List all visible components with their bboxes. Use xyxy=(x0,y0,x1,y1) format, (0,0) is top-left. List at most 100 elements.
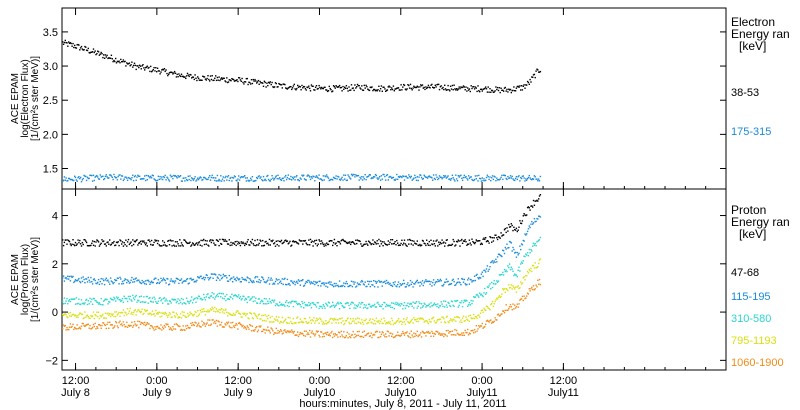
electron-data-point xyxy=(472,86,474,88)
electron-data-point xyxy=(248,180,250,182)
proton-data-point xyxy=(165,323,167,325)
proton-data-point xyxy=(481,294,483,297)
proton-data-point xyxy=(232,298,234,300)
proton-data-point xyxy=(305,304,307,307)
proton-data-point xyxy=(189,300,191,303)
electron-data-point xyxy=(511,89,513,92)
proton-data-point xyxy=(191,322,194,324)
electron-y-tick-label: 2.0 xyxy=(43,129,58,141)
proton-data-point xyxy=(367,244,369,246)
proton-data-point xyxy=(488,242,490,244)
proton-data-point xyxy=(91,298,93,300)
electron-data-point xyxy=(403,175,405,178)
proton-data-point xyxy=(144,301,146,304)
electron-data-point xyxy=(496,177,498,179)
proton-data-point xyxy=(154,326,156,328)
proton-data-point xyxy=(262,278,265,281)
proton-data-point xyxy=(68,275,71,278)
proton-data-point xyxy=(378,303,380,306)
proton-data-point xyxy=(334,285,336,287)
proton-data-point xyxy=(102,313,104,316)
electron-data-point xyxy=(513,86,515,88)
proton-data-point xyxy=(361,279,363,282)
proton-data-point xyxy=(244,297,247,300)
electron-data-point xyxy=(326,174,328,176)
proton-data-point xyxy=(168,311,171,314)
proton-data-point xyxy=(307,305,309,307)
electron-data-point xyxy=(393,90,395,92)
proton-data-point xyxy=(301,300,303,303)
proton-data-point xyxy=(182,280,184,283)
proton-data-point xyxy=(377,321,379,323)
proton-data-point xyxy=(80,325,83,327)
proton-data-point xyxy=(318,334,320,337)
electron-y-axis-label: log(Electron Flux) xyxy=(20,59,31,137)
electron-series-38-53 xyxy=(62,39,542,94)
electron-data-point xyxy=(338,85,340,88)
proton-data-point xyxy=(160,312,162,314)
electron-data-point xyxy=(121,175,124,177)
proton-data-point xyxy=(350,322,353,325)
proton-data-point xyxy=(438,318,440,321)
proton-data-point xyxy=(270,240,272,242)
proton-data-point xyxy=(194,297,196,299)
electron-data-point xyxy=(524,87,526,89)
electron-data-point xyxy=(497,179,500,181)
electron-data-point xyxy=(85,49,88,51)
proton-data-point xyxy=(383,301,385,304)
proton-data-point xyxy=(156,242,159,245)
proton-data-point xyxy=(158,297,160,299)
proton-data-point xyxy=(128,298,131,300)
electron-data-point xyxy=(293,83,295,86)
proton-data-point xyxy=(379,335,382,338)
electron-data-point xyxy=(267,81,270,84)
proton-data-point xyxy=(381,322,383,325)
electron-data-point xyxy=(63,41,66,44)
proton-data-point xyxy=(166,324,168,326)
electron-data-point xyxy=(378,177,380,179)
proton-data-point xyxy=(162,302,164,304)
electron-data-point xyxy=(187,175,189,177)
proton-data-point xyxy=(390,239,392,241)
proton-data-point xyxy=(162,328,165,330)
proton-y-tick-label: 0 xyxy=(52,307,58,319)
proton-data-point xyxy=(199,275,201,278)
proton-data-point xyxy=(103,322,105,324)
electron-data-point xyxy=(157,70,160,72)
proton-data-point xyxy=(229,278,231,281)
proton-data-point xyxy=(261,330,263,333)
proton-data-point xyxy=(514,228,516,231)
proton-data-point xyxy=(300,321,302,323)
proton-data-point xyxy=(132,313,134,316)
proton-data-point xyxy=(182,245,184,247)
electron-data-point xyxy=(475,87,477,89)
proton-data-point xyxy=(315,239,318,241)
proton-data-point xyxy=(531,286,533,289)
proton-data-point xyxy=(199,326,201,328)
proton-data-point xyxy=(444,322,447,324)
electron-data-point xyxy=(490,180,492,182)
electron-data-point xyxy=(241,176,243,178)
proton-data-point xyxy=(474,296,477,298)
proton-data-point xyxy=(530,288,532,290)
electron-data-point xyxy=(512,178,514,180)
proton-data-point xyxy=(246,325,248,327)
proton-data-point xyxy=(425,320,427,322)
proton-data-point xyxy=(499,296,501,299)
proton-data-point xyxy=(133,321,136,323)
proton-data-point xyxy=(520,298,523,300)
proton-data-point xyxy=(450,282,453,285)
proton-data-point xyxy=(97,278,100,281)
proton-data-point xyxy=(536,286,538,288)
proton-data-point xyxy=(290,302,292,304)
proton-data-point xyxy=(93,317,95,320)
proton-data-point xyxy=(509,287,512,289)
proton-data-point xyxy=(461,300,463,302)
proton-data-point xyxy=(201,308,203,310)
electron-data-point xyxy=(393,179,395,181)
proton-data-point xyxy=(68,240,71,243)
proton-data-point xyxy=(346,331,348,334)
proton-data-point xyxy=(331,330,333,333)
electron-data-point xyxy=(458,176,460,178)
proton-data-point xyxy=(494,317,496,319)
